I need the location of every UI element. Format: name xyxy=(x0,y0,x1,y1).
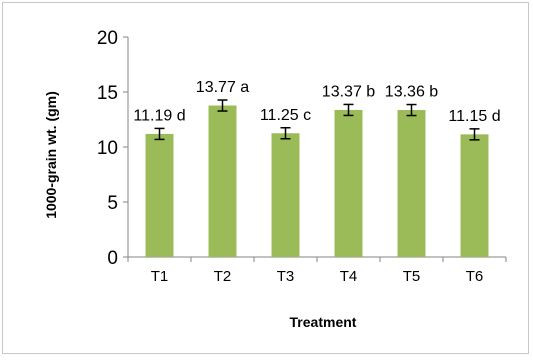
data-label: 11.15 d xyxy=(448,108,500,125)
data-label: 11.25 c xyxy=(260,107,311,124)
y-tick-label: 10 xyxy=(97,138,118,159)
bar xyxy=(334,109,363,258)
chart-area: 0 5 10 15 20 T1 T2 T3 T4 T5 T6 11.19 d 13.77 a 11.2… xyxy=(2,2,529,354)
y-axis: 0 5 10 15 20 xyxy=(97,28,129,269)
bar xyxy=(145,133,174,257)
data-label: 13.36 b xyxy=(385,84,438,101)
data-labels: 11.19 d 13.77 a 11.25 c 13.37 b 13.36 b 11.15… xyxy=(133,79,500,125)
error-bars xyxy=(154,99,480,141)
y-tick-label: 0 xyxy=(107,248,118,269)
bar-chart: 0 5 10 15 20 T1 T2 T3 T4 T5 T6 11.19 d 13.77 a 11.2… xyxy=(43,28,507,330)
x-tick-label: T6 xyxy=(466,268,484,285)
x-axis: T1 T2 T3 T4 T5 T6 xyxy=(127,256,507,285)
data-label: 11.19 d xyxy=(133,107,185,124)
y-tick-label: 15 xyxy=(97,83,118,104)
bar xyxy=(460,134,489,257)
x-tick-label: T4 xyxy=(340,268,358,285)
y-tick-label: 5 xyxy=(107,193,118,214)
data-label: 13.77 a xyxy=(196,79,249,96)
bar xyxy=(271,133,300,257)
y-tick-label: 20 xyxy=(97,28,118,49)
data-label: 13.37 b xyxy=(322,83,375,100)
x-tick-label: T1 xyxy=(151,268,169,285)
y-axis-title: 1000-grain wt. (gm) xyxy=(43,91,59,219)
bar xyxy=(397,110,426,257)
bar xyxy=(208,105,237,257)
bars xyxy=(145,105,489,258)
x-tick-label: T5 xyxy=(403,268,421,285)
x-axis-title: Treatment xyxy=(290,314,357,330)
x-tick-label: T3 xyxy=(277,268,295,285)
x-tick-label: T2 xyxy=(214,268,232,285)
